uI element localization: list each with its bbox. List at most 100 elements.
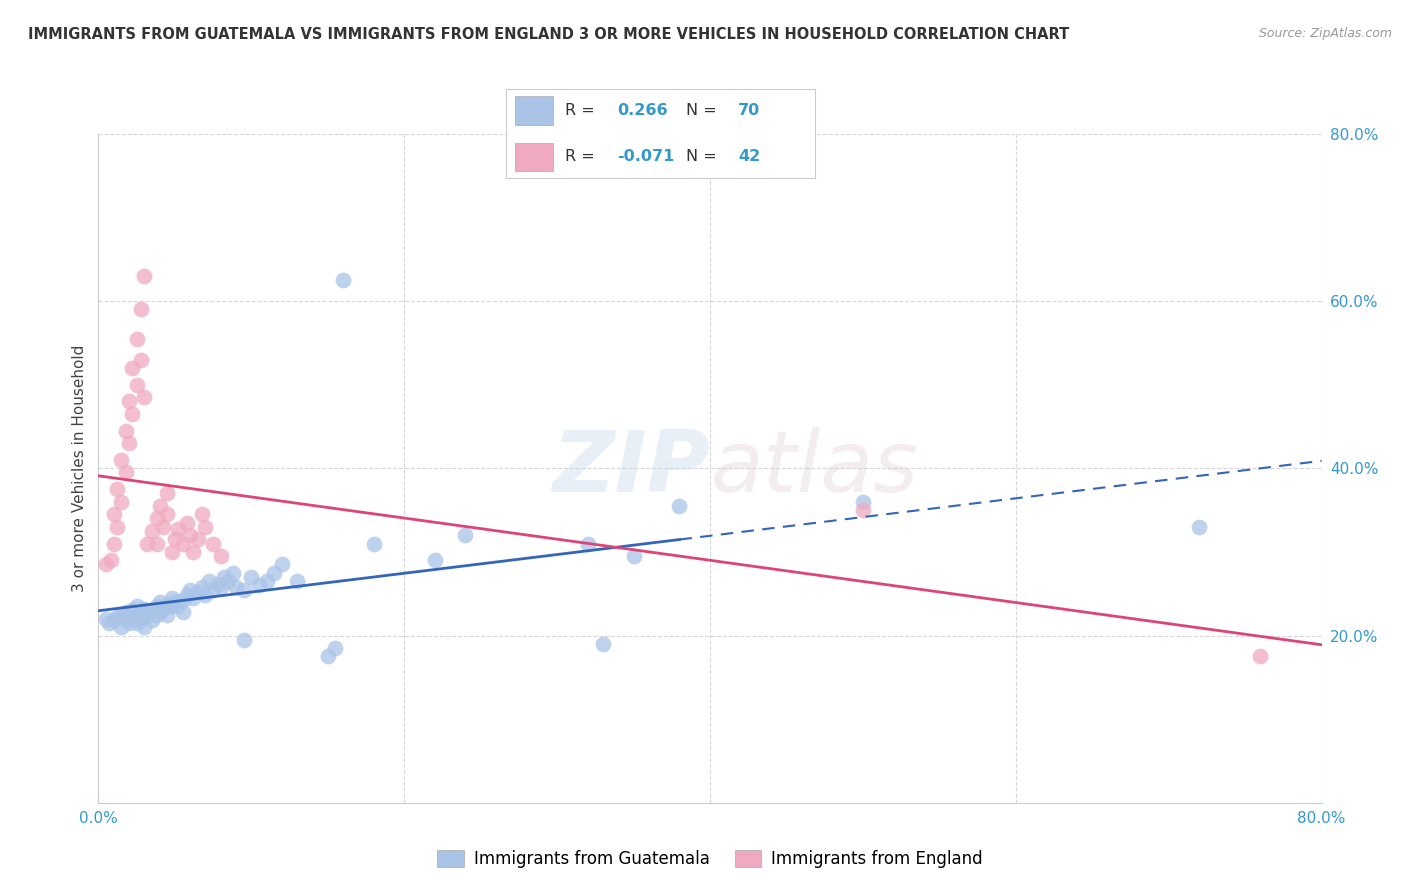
Text: atlas: atlas [710,426,918,510]
Point [141,603,163,617]
Point [160,591,183,605]
Point [454,528,477,542]
Point [222,566,245,580]
Point [179,582,201,597]
Text: -0.071: -0.071 [617,150,675,164]
Point [852,503,875,517]
Point [145,607,167,622]
Text: R =: R = [565,150,600,164]
Legend: Immigrants from Guatemala, Immigrants from England: Immigrants from Guatemala, Immigrants fr… [430,843,990,875]
Point [129,352,152,367]
Point [316,649,339,664]
Point [134,390,156,404]
Point [103,536,125,550]
Point [129,605,152,619]
Point [149,595,172,609]
Point [141,524,163,538]
Point [115,424,138,438]
Point [156,486,179,500]
Point [576,536,599,550]
Point [105,482,128,496]
Point [176,516,198,530]
Point [121,361,143,376]
Point [149,605,172,619]
Point [423,553,446,567]
Point [1188,520,1211,534]
Point [118,610,141,624]
Point [156,607,179,622]
Point [136,607,159,622]
Point [115,605,138,619]
Point [152,602,174,616]
Point [325,641,347,656]
Point [363,536,385,550]
Point [194,589,217,603]
Point [103,614,125,628]
Point [256,574,278,589]
Point [156,597,179,611]
Point [103,508,125,522]
Point [118,615,141,630]
Text: 0.266: 0.266 [617,103,668,118]
Point [172,593,194,607]
Point [115,466,138,480]
FancyBboxPatch shape [516,96,553,125]
Point [247,578,270,592]
Y-axis label: 3 or more Vehicles in Household: 3 or more Vehicles in Household [72,344,87,592]
FancyBboxPatch shape [516,143,553,171]
Point [125,615,148,630]
Text: N =: N = [686,103,721,118]
Point [134,602,156,616]
Point [125,332,148,346]
Point [202,536,225,550]
Point [121,603,143,617]
Text: N =: N = [686,150,721,164]
Point [167,599,190,614]
Point [181,591,204,605]
Point [121,614,143,628]
Point [145,536,167,550]
Point [187,533,209,547]
Point [668,499,690,513]
Point [121,407,143,421]
Point [179,528,201,542]
Point [217,574,239,589]
Text: 42: 42 [738,150,761,164]
Point [240,570,263,584]
Point [152,520,174,534]
Text: R =: R = [565,103,600,118]
Point [191,580,214,594]
Point [110,607,132,622]
Point [105,520,128,534]
Point [197,574,219,589]
Point [129,302,152,317]
Point [98,615,121,630]
Point [136,536,159,550]
Point [134,268,156,283]
Point [232,582,254,597]
Point [187,585,209,599]
Point [232,632,254,647]
Point [172,536,194,550]
Point [160,545,183,559]
Point [129,612,152,626]
Point [156,508,179,522]
Point [110,494,132,508]
Point [332,273,354,287]
Point [160,599,183,614]
Point [1249,649,1271,664]
Point [145,511,167,525]
Point [270,558,292,572]
Point [194,520,217,534]
Point [105,610,128,624]
Point [209,549,232,563]
Point [125,607,148,622]
Point [263,566,285,580]
Point [623,549,645,563]
Point [167,521,190,535]
Point [852,494,875,508]
Point [134,620,156,634]
Point [191,508,214,522]
Point [209,580,232,594]
Point [94,612,117,626]
